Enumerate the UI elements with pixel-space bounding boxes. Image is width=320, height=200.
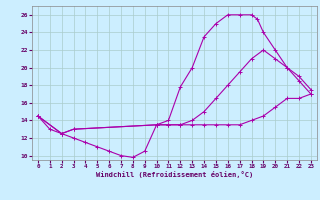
X-axis label: Windchill (Refroidissement éolien,°C): Windchill (Refroidissement éolien,°C) <box>96 171 253 178</box>
